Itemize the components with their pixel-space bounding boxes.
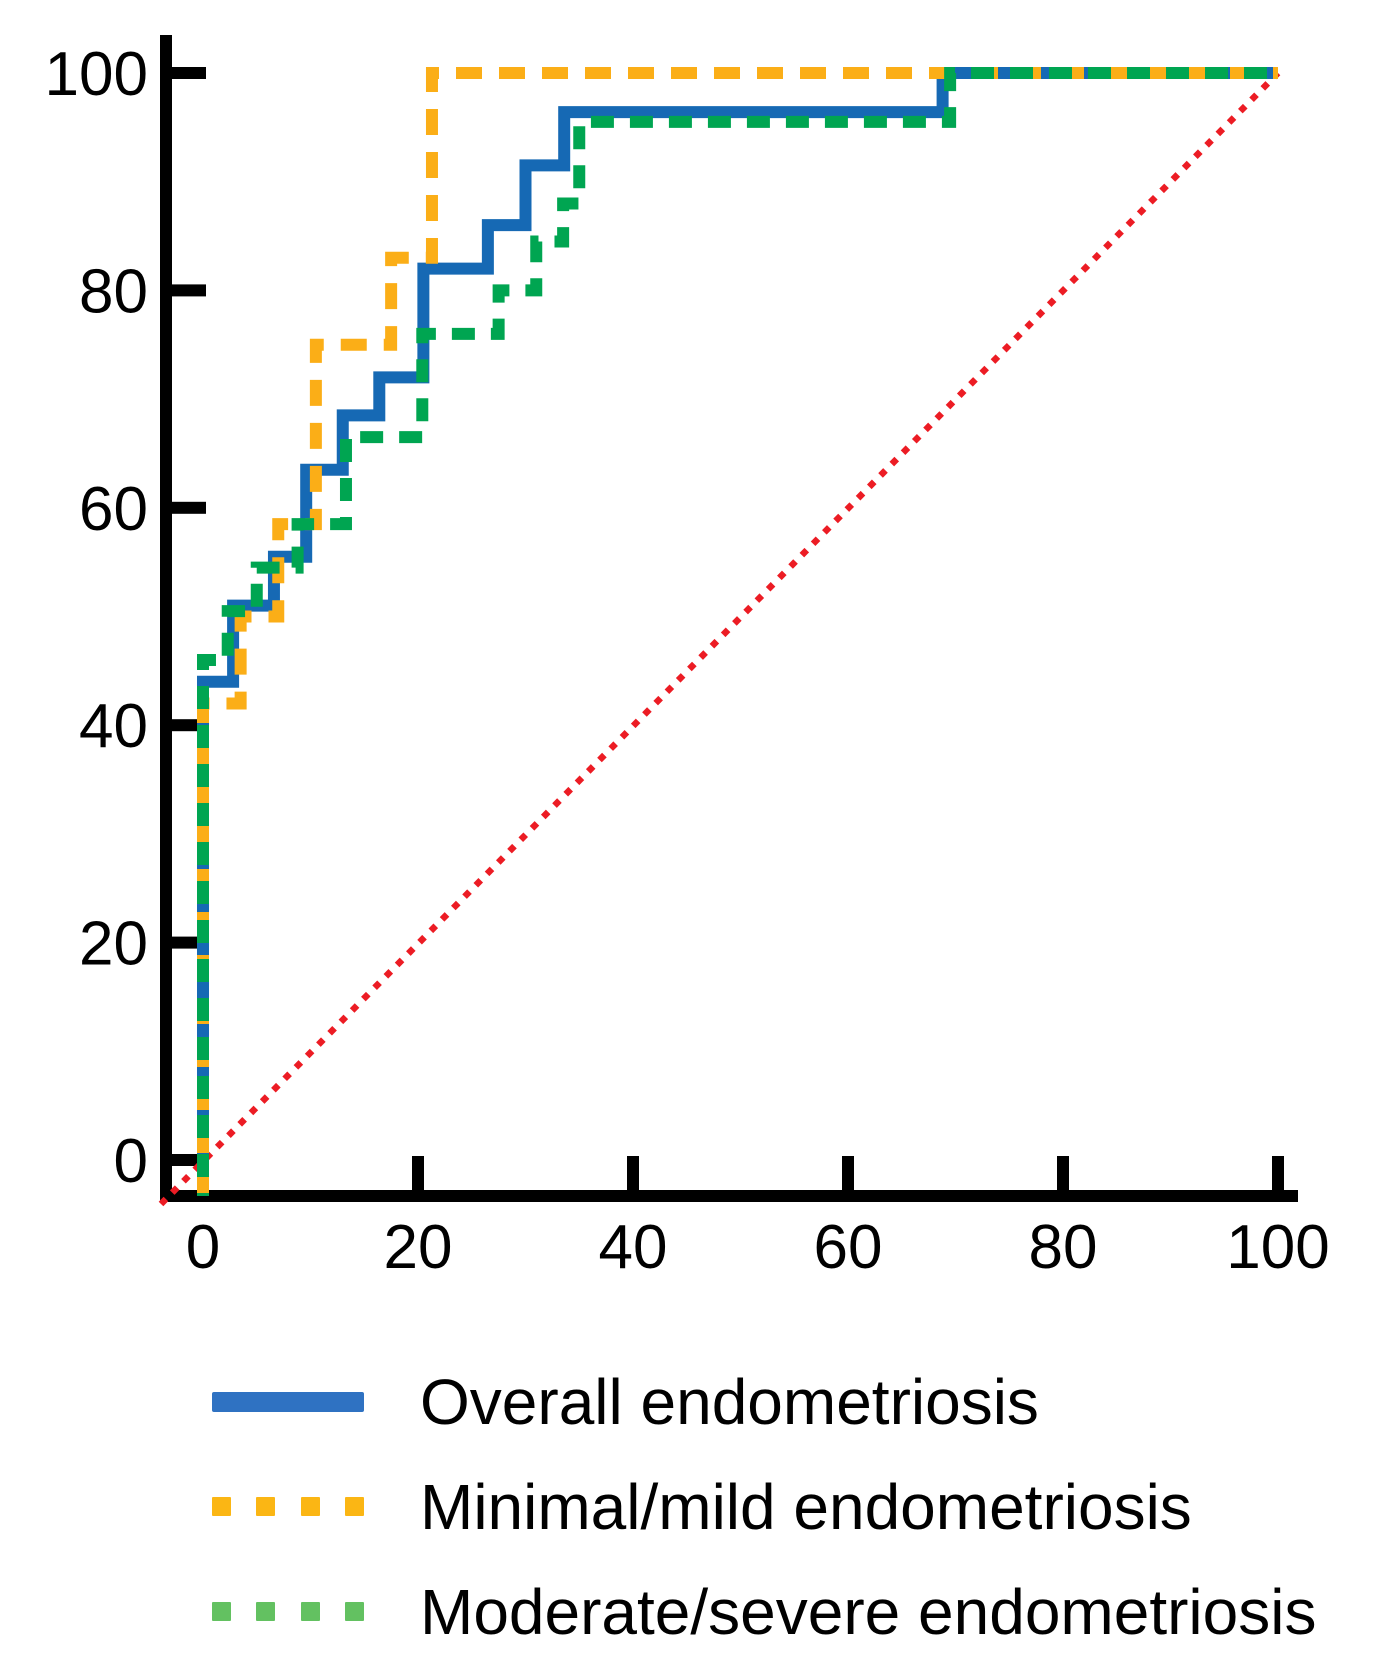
x-tick-label-0: 0 — [186, 1213, 220, 1282]
y-tick-60 — [172, 501, 206, 514]
legend-item-minimal-mild: Minimal/mild endometriosis — [212, 1454, 1316, 1559]
legend-item-overall: Overall endometriosis — [212, 1349, 1316, 1454]
reference-diagonal-line — [158, 70, 1281, 1207]
x-tick-60 — [842, 1156, 854, 1190]
legend-dash-icon — [344, 1602, 364, 1621]
x-tick-20 — [412, 1156, 424, 1190]
x-tick-label-80: 80 — [1029, 1213, 1098, 1282]
legend-swatch-minimal-mild-dashed-line — [212, 1496, 364, 1518]
y-tick-label-60: 60 — [79, 475, 148, 544]
legend-dash-icon — [300, 1497, 320, 1516]
roc-chart: 0 20 40 60 80 100 0 20 40 60 80 100 — [45, 35, 1330, 1282]
legend-dash-icon — [300, 1602, 320, 1621]
legend-dash-icon — [256, 1497, 276, 1516]
legend: Overall endometriosis Minimal/mild endom… — [212, 1349, 1316, 1664]
y-tick-label-40: 40 — [79, 692, 148, 761]
x-tick-100 — [1272, 1156, 1284, 1190]
y-axis-line — [160, 35, 172, 1202]
y-tick-label-100: 100 — [45, 40, 148, 109]
x-tick-label-100: 100 — [1226, 1213, 1329, 1282]
legend-dash-icon — [344, 1497, 364, 1516]
x-tick-80 — [1057, 1156, 1069, 1190]
x-tick-label-60: 60 — [814, 1213, 883, 1282]
roc-curve-minimal-mild — [197, 67, 1278, 1196]
x-tick-40 — [627, 1156, 639, 1190]
roc-curve-moderate-severe — [197, 67, 1278, 1196]
legend-label-moderate-severe: Moderate/severe endometriosis — [420, 1575, 1317, 1648]
roc-curve-overall — [197, 67, 1278, 1196]
legend-solid-line-icon — [212, 1391, 364, 1412]
legend-swatch-overall-solid-line — [212, 1391, 364, 1413]
y-tick-label-0: 0 — [114, 1127, 148, 1196]
legend-swatch-moderate-severe-dashed-line — [212, 1601, 364, 1623]
legend-dash-icon — [212, 1497, 231, 1516]
y-tick-100 — [172, 67, 206, 79]
x-axis-line — [160, 1190, 1298, 1202]
legend-dash-icon — [212, 1602, 231, 1621]
y-tick-label-80: 80 — [79, 257, 148, 326]
x-tick-label-20: 20 — [384, 1213, 453, 1282]
x-tick-label-40: 40 — [599, 1213, 668, 1282]
legend-dash-icon — [256, 1602, 276, 1621]
legend-label-overall: Overall endometriosis — [420, 1365, 1039, 1438]
y-tick-80 — [172, 284, 206, 297]
y-tick-label-20: 20 — [79, 910, 148, 979]
legend-label-minimal-mild: Minimal/mild endometriosis — [420, 1470, 1192, 1543]
legend-item-moderate-severe: Moderate/severe endometriosis — [212, 1559, 1316, 1664]
